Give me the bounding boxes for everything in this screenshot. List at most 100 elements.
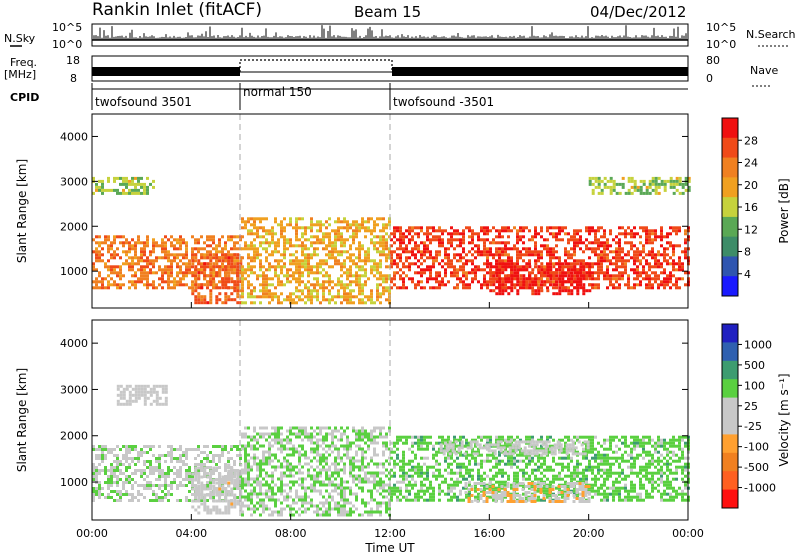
power-cell: [355, 235, 358, 239]
velocity-cell: [134, 463, 137, 466]
velocity-cell: [382, 453, 385, 457]
velocity-cell: [334, 462, 337, 466]
power-cell: [316, 235, 319, 239]
power-cell: [621, 182, 625, 186]
power-cell: [555, 226, 558, 230]
velocity-cell: [346, 435, 349, 439]
power-cell: [582, 241, 585, 245]
velocity-cell: [143, 396, 147, 400]
velocity-cell: [325, 435, 328, 439]
power-cell: [579, 277, 583, 281]
power-cell: [358, 247, 361, 251]
power-cell: [250, 247, 253, 251]
velocity-cell: [92, 493, 95, 496]
power-cell: [319, 223, 322, 227]
power-cell: [492, 274, 495, 278]
power-cell: [101, 241, 104, 245]
velocity-cell: [286, 483, 289, 487]
velocity-cell: [322, 435, 325, 439]
power-cell: [194, 286, 198, 290]
power-cell: [621, 176, 625, 180]
velocity-cell: [128, 384, 132, 388]
velocity-cell: [179, 499, 182, 502]
power-cell: [678, 179, 682, 183]
power-cell: [316, 289, 319, 293]
power-cell: [122, 283, 125, 287]
power-cell: [98, 274, 101, 278]
velocity-cell: [307, 507, 310, 511]
velocity-cell: [316, 477, 319, 481]
velocity-cell: [361, 498, 364, 502]
velocity-cell: [328, 426, 331, 430]
power-cell: [420, 241, 423, 245]
velocity-cell: [349, 468, 352, 472]
power-y-tick-label: 1000: [60, 265, 88, 278]
power-cell: [328, 232, 331, 236]
power-cell: [200, 253, 204, 257]
power-cell: [534, 289, 538, 293]
velocity-cell: [271, 498, 274, 502]
velocity-cell: [328, 507, 331, 511]
power-cell: [236, 259, 239, 263]
velocity-cell: [233, 472, 237, 476]
power-cell: [672, 283, 675, 287]
power-cell: [417, 271, 420, 275]
velocity-cell: [292, 501, 295, 505]
velocity-cell: [289, 432, 292, 436]
velocity-cell: [155, 399, 159, 403]
power-cell: [414, 241, 417, 245]
velocity-cell: [265, 474, 268, 478]
velocity-cell: [337, 450, 340, 454]
velocity-cell: [241, 513, 244, 517]
power-cell: [672, 253, 675, 257]
power-cell: [250, 256, 253, 260]
velocity-cell: [233, 463, 236, 466]
power-cell: [295, 286, 298, 290]
power-cell: [283, 253, 286, 257]
power-cell: [325, 220, 328, 224]
power-cell: [516, 235, 519, 239]
power-cell: [453, 232, 456, 236]
power-cell: [516, 292, 520, 296]
power-cell: [215, 259, 218, 263]
velocity-cell: [167, 484, 170, 487]
power-cell: [221, 283, 225, 287]
velocity-cell: [376, 465, 379, 469]
velocity-cell: [301, 465, 304, 469]
power-cell: [241, 295, 244, 299]
power-cell: [591, 274, 594, 278]
power-cell: [253, 289, 256, 293]
velocity-cell: [221, 490, 224, 493]
velocity-cell: [256, 477, 259, 481]
power-cell: [663, 185, 667, 189]
power-cell: [379, 295, 382, 299]
power-cell: [639, 253, 642, 257]
power-cell: [600, 244, 603, 248]
power-cell: [507, 274, 511, 278]
power-cell: [597, 268, 600, 272]
power-cell: [191, 262, 195, 266]
power-cell: [567, 274, 571, 278]
power-cell: [125, 176, 128, 180]
power-cell: [146, 271, 149, 275]
power-cell: [167, 250, 170, 254]
power-cell: [543, 283, 547, 287]
velocity-cell: [104, 469, 107, 472]
power-cell: [549, 253, 552, 257]
power-cell: [122, 250, 125, 254]
power-cell: [182, 283, 185, 287]
power-cell: [215, 250, 218, 254]
power-cell: [627, 241, 630, 245]
velocity-cell: [158, 487, 161, 490]
power-cell: [657, 253, 660, 257]
power-cell: [209, 271, 213, 275]
power-cell: [292, 262, 295, 266]
velocity-cell: [152, 466, 155, 469]
velocity-cell: [173, 481, 176, 484]
power-cell: [200, 265, 203, 269]
power-cell: [337, 280, 340, 284]
power-cell: [262, 226, 265, 230]
power-cell: [188, 271, 191, 275]
power-cell: [319, 259, 322, 263]
velocity-cell: [233, 484, 237, 488]
